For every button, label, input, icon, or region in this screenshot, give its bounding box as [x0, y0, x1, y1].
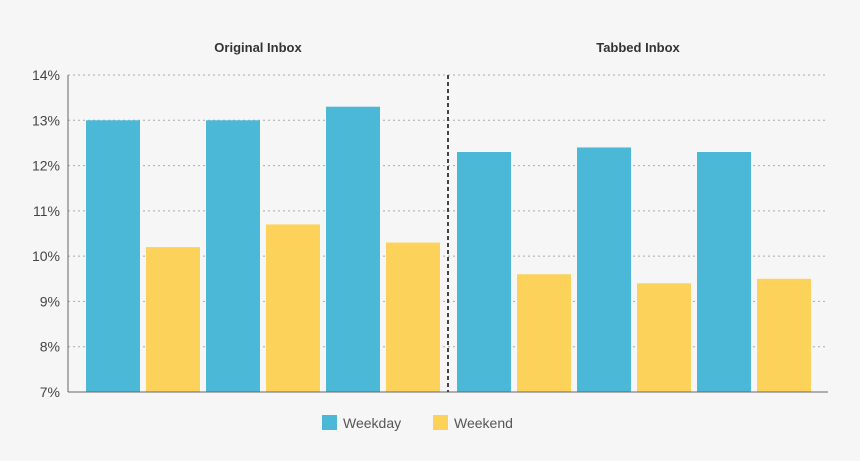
bar-weekend-panel2-group1 [517, 274, 571, 392]
bar-weekend-panel1-group1 [146, 247, 200, 392]
y-tick-label: 10% [32, 248, 60, 264]
bars [86, 106, 811, 393]
legend-swatch-weekday [322, 415, 337, 430]
bar-weekday-panel1-group1 [86, 120, 140, 393]
legend-swatch-weekend [433, 415, 448, 430]
y-tick-label: 13% [32, 112, 60, 128]
bar-weekday-panel2-group1 [457, 151, 511, 392]
bar-weekend-panel2-group2 [637, 283, 691, 392]
panel-titles: Original Inbox Tabbed Inbox [214, 40, 680, 55]
bar-weekday-panel2-group3 [697, 151, 751, 392]
legend: Weekday Weekend [322, 415, 513, 431]
legend-label-weekend: Weekend [454, 415, 513, 431]
y-tick-label: 9% [40, 293, 60, 309]
axes: 14% 13% 12% 11% 10% 9% 8% 7% [32, 67, 828, 400]
bar-weekend-panel2-group3 [757, 278, 811, 392]
panel-title-original-inbox: Original Inbox [214, 40, 302, 55]
bar-weekend-panel1-group2 [266, 224, 320, 392]
y-tick-label: 7% [40, 384, 60, 400]
legend-label-weekday: Weekday [343, 415, 401, 431]
y-tick-label: 12% [32, 158, 60, 174]
bar-weekday-panel1-group3 [326, 106, 380, 392]
bar-weekday-panel1-group2 [206, 120, 260, 393]
y-tick-label: 11% [33, 203, 60, 219]
bar-weekend-panel1-group3 [386, 242, 440, 392]
y-tick-label: 8% [40, 339, 60, 355]
bar-weekday-panel2-group2 [577, 147, 631, 392]
y-tick-label: 14% [32, 67, 60, 83]
panel-title-tabbed-inbox: Tabbed Inbox [596, 40, 680, 55]
